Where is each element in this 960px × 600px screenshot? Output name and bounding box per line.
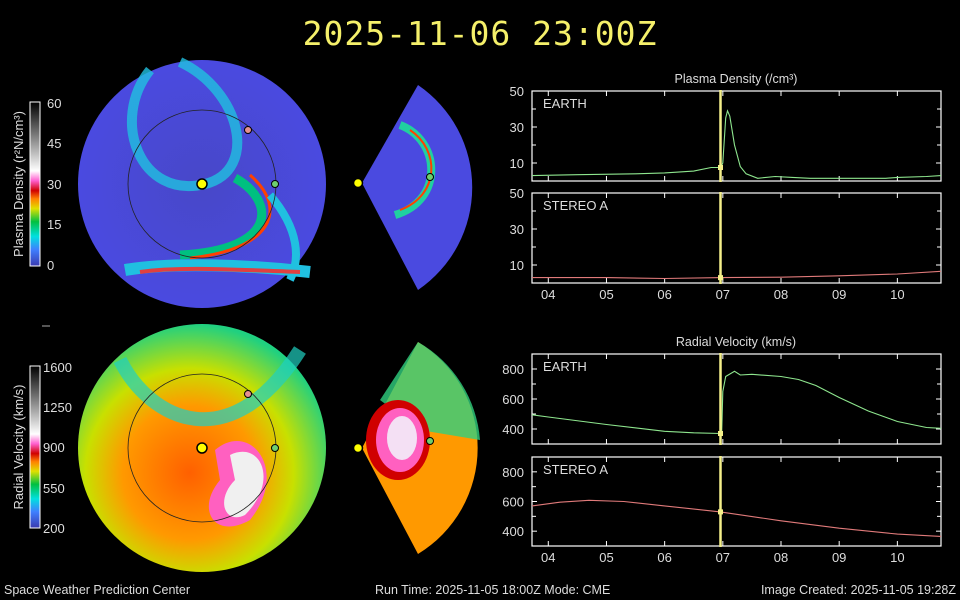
series-line-stereo-a <box>532 270 942 280</box>
x-tick-label: 08 <box>774 550 788 565</box>
colorbar-tick: 60 <box>47 96 61 111</box>
velocity-colorbar: 1600 1250 900 550 200 Radial Velocity (k… <box>11 360 72 536</box>
x-tick-label: 06 <box>657 550 671 565</box>
colorbar-tick: 550 <box>43 481 65 496</box>
earth-marker <box>426 437 434 445</box>
colorbar-tick: 1250 <box>43 400 72 415</box>
y-tick-label: 600 <box>502 495 524 510</box>
footer-image-created: Image Created: 2025-11-05 19:28Z <box>760 583 956 597</box>
density-chart-title: Plasma Density (/cm³) <box>675 72 798 86</box>
x-tick-label: 08 <box>774 287 788 302</box>
y-tick-label: 50 <box>510 84 524 99</box>
y-tick-label: 10 <box>510 258 524 273</box>
x-tick-label: 09 <box>832 287 846 302</box>
current-value-marker <box>718 509 724 515</box>
colorbar-tick: 200 <box>43 521 65 536</box>
x-tick-label: 04 <box>541 550 555 565</box>
current-value-marker <box>718 275 724 281</box>
x-tick-label: 07 <box>716 287 730 302</box>
series-line-earth <box>531 109 942 179</box>
colorbar-tick: 0 <box>47 258 54 273</box>
panel-label: EARTH <box>543 359 587 374</box>
y-tick-label: 400 <box>502 422 524 437</box>
plot-frame <box>531 90 942 182</box>
earth-marker <box>271 180 279 188</box>
series-line-earth <box>531 370 942 435</box>
colorbar-tick: 45 <box>47 136 61 151</box>
footer-organization: Space Weather Prediction Center <box>4 583 190 597</box>
colorbar-tick: 30 <box>47 177 61 192</box>
density-ecliptic-map <box>78 57 326 308</box>
current-value-marker <box>718 165 724 170</box>
panel-label: STEREO A <box>543 198 608 213</box>
sun-icon <box>196 442 208 454</box>
earth-marker <box>271 444 279 452</box>
sun-icon <box>196 178 208 190</box>
plot-frame <box>531 192 942 284</box>
x-tick-label: 04 <box>541 287 555 302</box>
colorbar-label: Plasma Density (r²N/cm³) <box>11 111 26 257</box>
current-value-marker <box>718 431 724 436</box>
y-tick-label: 10 <box>510 156 524 171</box>
y-tick-label: 50 <box>510 186 524 201</box>
series-line-stereo-a <box>531 499 942 537</box>
y-tick-label: 30 <box>510 222 524 237</box>
y-tick-label: 400 <box>502 524 524 539</box>
colorbar-tick: 15 <box>47 217 61 232</box>
velocity-meridional-map <box>352 342 480 554</box>
x-tick-label: 06 <box>657 287 671 302</box>
earth-marker <box>426 173 434 181</box>
x-tick-label: 05 <box>599 287 613 302</box>
density-colorbar: 60 45 30 15 0 Plasma Density (r²N/cm³) <box>11 96 61 273</box>
timestamp-title: 2025-11-06 23:00Z <box>302 14 658 53</box>
colorbar-tick: 900 <box>43 440 65 455</box>
panel-label: STEREO A <box>543 462 608 477</box>
x-tick-label: 07 <box>716 550 730 565</box>
sun-icon <box>352 177 364 189</box>
sun-icon <box>352 442 364 454</box>
x-tick-label: 05 <box>599 550 613 565</box>
x-tick-label: 09 <box>832 550 846 565</box>
stereo-a-marker <box>244 126 252 134</box>
velocity-ecliptic-map <box>78 324 326 572</box>
x-tick-label: 10 <box>890 550 904 565</box>
velocity-chart-title: Radial Velocity (km/s) <box>676 335 796 349</box>
colorbar-tick: 1600 <box>43 360 72 375</box>
y-tick-label: 800 <box>502 362 524 377</box>
stereo-a-marker <box>244 390 252 398</box>
plot-frame <box>531 353 942 445</box>
y-tick-label: 800 <box>502 465 524 480</box>
time-series-plots: 10 30 50 EARTH 10 30 50 STEREO A 04 05 06 07 08 09 10 4… <box>502 84 942 565</box>
x-tick-label: 10 <box>890 287 904 302</box>
footer-run-info: Run Time: 2025-11-05 18:00Z Mode: CME <box>375 583 611 597</box>
panel-label: EARTH <box>543 96 587 111</box>
density-meridional-map <box>352 85 473 290</box>
y-tick-label: 30 <box>510 120 524 135</box>
colorbar-label: Radial Velocity (km/s) <box>11 385 26 510</box>
y-tick-label: 600 <box>502 392 524 407</box>
